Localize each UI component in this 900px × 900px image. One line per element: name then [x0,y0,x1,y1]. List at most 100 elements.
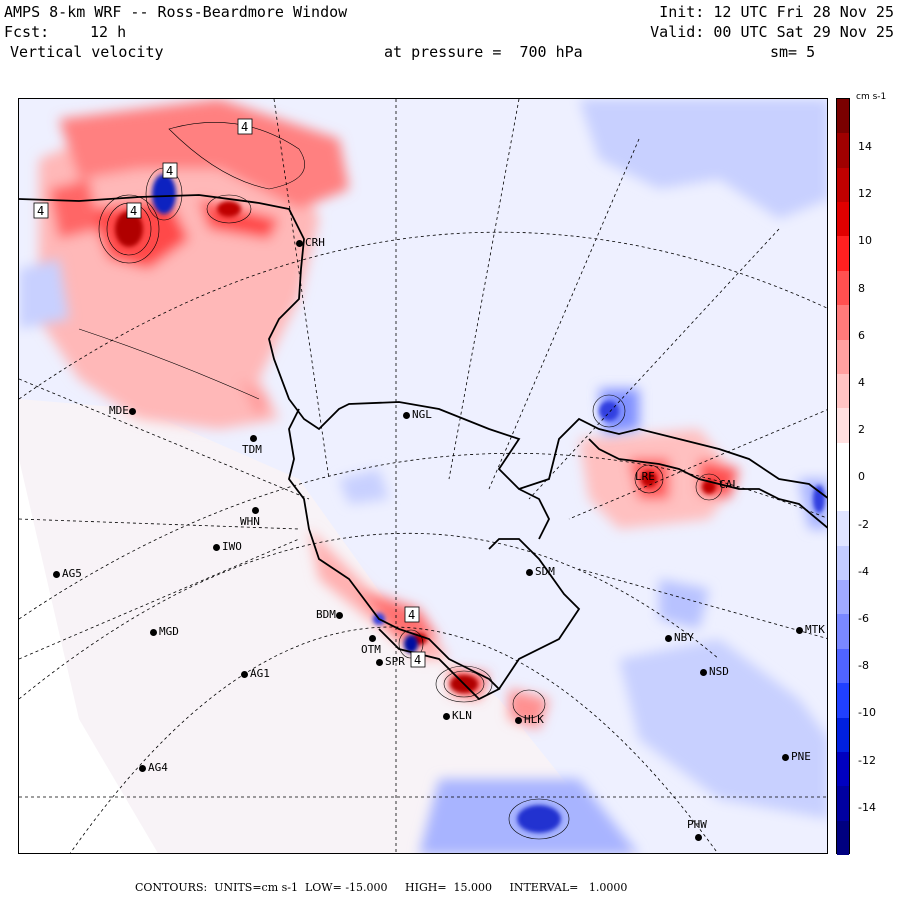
colorbar-tick-label: -12 [858,753,876,767]
station-label: IWO [222,540,242,553]
contour-label: 4 [408,608,415,622]
station-label: MGD [159,625,179,638]
smoothing-value: sm= 5 [770,43,816,61]
colorbar-segment [837,477,849,512]
colorbar-segment [837,133,849,169]
station-ngl[interactable]: NGL [403,409,432,421]
station-tdm[interactable]: TDM [242,432,262,456]
colorbar-segment [837,751,849,787]
station-marker-icon [526,568,533,576]
station-marker-icon [213,543,220,551]
contour-label: 4 [166,164,173,178]
colorbar-segment [837,99,849,134]
valid-time: Valid: 00 UTC Sat 29 Nov 25 [650,23,894,41]
contour-info-footer: CONTOURS: UNITS=cm s-1 LOW= -15.000 HIGH… [135,881,628,894]
colorbar-tick-label: -10 [858,706,876,720]
colorbar-segment [837,373,849,409]
station-label: MDE [109,404,129,417]
colorbar-segment [837,236,849,272]
station-marker-icon [665,634,672,642]
colorbar-segment [837,202,849,237]
colorbar-segment [837,511,849,547]
station-ag1[interactable]: AG1 [241,668,270,680]
station-lre[interactable]: LRE [633,471,655,483]
station-ag4[interactable]: AG4 [139,762,168,774]
colorbar-tick-label: -2 [858,517,869,531]
colorbar-segment [837,305,849,341]
station-label: AG4 [148,761,168,774]
colorbar-segment [837,580,849,615]
colorbar-segment [837,683,849,719]
station-phw[interactable]: PHW [685,819,707,843]
station-label: NBY [674,631,694,644]
strong-downward-cores [152,174,825,833]
coastline [19,194,827,701]
station-cal[interactable]: CAL [717,479,739,491]
colorbar-segment [837,545,849,581]
station-nby[interactable]: NBY [665,632,694,644]
colorbar-tick-label: -4 [858,564,869,578]
map-panel[interactable]: 4 4 4 4 4 4 CRH NGL MDE TDM WHN IWO AG5 … [18,98,828,854]
colorbar-segment [837,820,849,856]
init-time: Init: 12 UTC Fri 28 Nov 25 [659,3,894,21]
station-kln[interactable]: KLN [443,710,472,722]
colorbar-segment [837,408,849,444]
colorbar-segment [837,648,849,684]
colorbar-tick-label: -8 [858,659,869,673]
station-label: BDM [316,608,336,621]
contour-label: 4 [37,204,44,218]
map-title: AMPS 8-km WRF -- Ross-Beardmore Window [4,3,348,21]
station-marker-icon [335,611,343,619]
contour-label: 4 [241,120,248,134]
station-hlk[interactable]: HLK [515,714,544,726]
station-marker-icon [376,658,383,666]
station-nsd[interactable]: NSD [700,666,729,678]
station-marker-icon [515,716,522,724]
colorbar-tick-label: 10 [858,234,872,248]
station-spr[interactable]: SPR [376,656,405,668]
station-label: AG5 [62,567,82,580]
station-ag5[interactable]: AG5 [53,568,82,580]
colorbar-tick-label: 4 [858,376,865,389]
station-label: PNE [791,750,811,763]
station-iwo[interactable]: IWO [213,541,242,553]
colorbar-tick-label: -14 [858,800,876,814]
colorbar-tick-label: -6 [858,612,869,625]
station-marker-icon [241,670,248,678]
forecast-hour: 12 h [90,23,127,41]
contour-label: 4 [130,204,137,218]
pressure-level: at pressure = 700 hPa [384,43,583,61]
station-label: CAL [719,478,739,491]
forecast-label: Fcst: [4,23,50,41]
station-mtk[interactable]: MTK [796,624,825,636]
colorbar-units: cm s-1 [856,92,887,102]
field-name: Vertical velocity [10,43,164,61]
station-marker-icon [403,411,410,419]
station-label: AG1 [250,667,270,680]
contour-value-labels: 4 4 4 4 4 4 [33,118,426,668]
station-marker-icon [296,239,303,247]
station-sdm[interactable]: SDM [526,566,555,578]
colorbar [836,98,850,856]
station-whn[interactable]: WHN [240,504,260,528]
station-label: PHW [687,818,707,831]
colorbar-segment [837,339,849,375]
colorbar-segment [837,614,849,650]
colorbar-segment [837,270,849,306]
colorbar-segment [837,717,849,753]
station-bdm[interactable]: BDM [314,609,343,621]
station-mde[interactable]: MDE [107,405,136,417]
station-marker-icon [128,407,136,415]
upward-motion-regions [39,99,739,729]
station-label: KLN [452,709,472,722]
station-label: OTM [361,643,381,656]
station-label: CRH [305,236,325,249]
station-label: NSD [709,665,729,678]
station-crh[interactable]: CRH [296,237,325,249]
station-otm[interactable]: OTM [361,632,381,656]
station-marker-icon [695,833,702,841]
station-mgd[interactable]: MGD [150,626,179,638]
station-label: TDM [242,443,262,456]
station-pne[interactable]: PNE [782,751,811,763]
station-marker-icon [53,570,60,578]
